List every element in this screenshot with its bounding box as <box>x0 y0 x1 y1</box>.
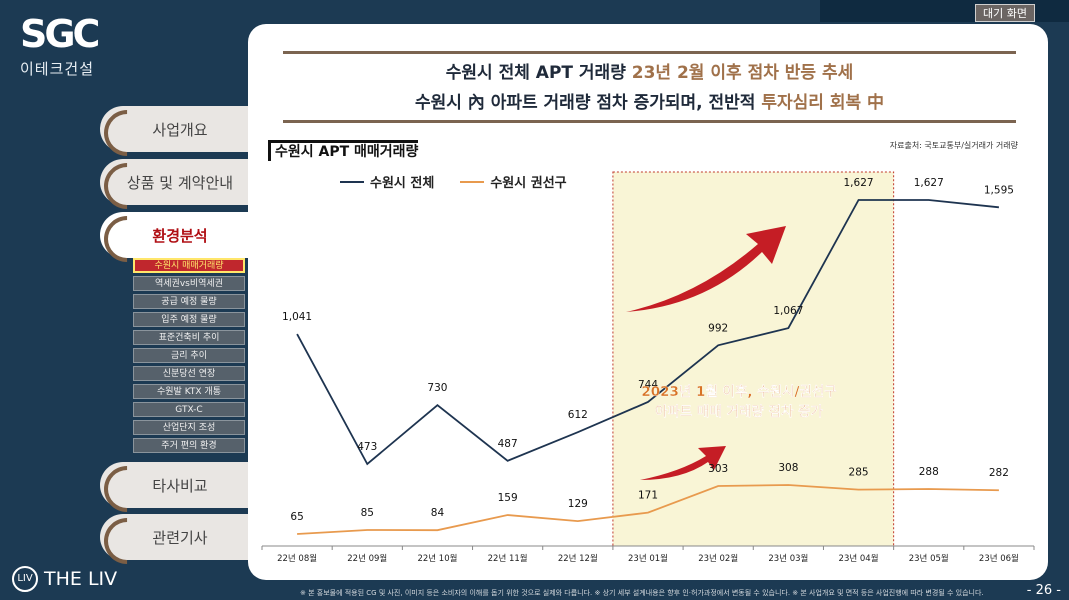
sub-item-station-area[interactable]: 역세권vs비역세권 <box>133 276 245 291</box>
x-tick-label: 22년 12월 <box>558 553 598 564</box>
data-label-gwonseon: 171 <box>638 490 658 502</box>
headline-box: 수원시 전체 APT 거래량 23년 2월 이후 점차 반등 추세 수원시 內 … <box>283 51 1016 123</box>
data-label-total: 1,627 <box>914 177 944 189</box>
legend-item-total: 수원시 전체 <box>340 172 434 191</box>
sub-item-interest-rate[interactable]: 금리 추이 <box>133 348 245 363</box>
sub-item-living-amenities[interactable]: 주거 편의 환경 <box>133 438 245 453</box>
annotation-line-1: 2023년 1월 이후, 수원시/권선구 <box>641 383 836 400</box>
sub-item-ktx[interactable]: 수원발 KTX 개통 <box>133 384 245 399</box>
data-label-gwonseon: 129 <box>568 498 588 510</box>
headline-highlight: 투자심리 회복 中 <box>761 93 885 113</box>
x-tick-label: 23년 06월 <box>979 553 1019 564</box>
x-tick-label: 22년 09월 <box>347 553 387 564</box>
nav-item-related-articles[interactable]: 관련기사 <box>100 514 260 560</box>
nav-item-label: 상품 및 계약안내 <box>126 173 234 192</box>
sub-item-suwon-sales-volume[interactable]: 수원시 매매거래량 <box>133 258 245 273</box>
legend-swatch-total <box>340 180 364 183</box>
sub-item-industrial-complex[interactable]: 산업단지 조성 <box>133 420 245 435</box>
data-label-gwonseon: 288 <box>919 466 939 478</box>
data-label-total: 1,595 <box>984 184 1014 196</box>
x-tick-label: 23년 02월 <box>698 553 738 564</box>
data-label-gwonseon: 84 <box>431 507 445 519</box>
legend-label: 수원시 권선구 <box>490 176 567 191</box>
data-label-gwonseon: 85 <box>361 507 374 519</box>
nav-item-label: 환경분석 <box>152 226 208 245</box>
x-tick-label: 22년 11월 <box>488 553 528 564</box>
data-label-gwonseon: 285 <box>849 467 869 479</box>
data-label-total: 1,041 <box>282 311 312 323</box>
nav-item-label: 관련기사 <box>152 528 208 547</box>
data-label-total: 1,067 <box>773 305 803 317</box>
footer-disclaimer: ※ 본 홍보물에 적용된 CG 및 사진, 이미지 등은 소비자의 이해를 돕기… <box>300 589 984 597</box>
trend-arrow-small-icon <box>640 446 726 480</box>
series-line-gwonseon <box>297 484 999 535</box>
sub-item-move-in-schedule[interactable]: 입주 예정 물량 <box>133 312 245 327</box>
series-line-total <box>296 199 1000 466</box>
headline-line-1: 수원시 전체 APT 거래량 23년 2월 이후 점차 반등 추세 <box>283 58 1016 88</box>
company-logo: SGC 이테크건설 <box>20 12 100 79</box>
data-label-total: 487 <box>498 438 518 450</box>
sub-item-gtx-c[interactable]: GTX-C <box>133 402 245 417</box>
data-label-total: 730 <box>427 382 447 394</box>
x-tick-label: 23년 04월 <box>839 553 879 564</box>
logo-subtitle: 이테크건설 <box>20 60 95 78</box>
nav-item-label: 사업개요 <box>152 120 208 139</box>
legend-label: 수원시 전체 <box>370 176 435 191</box>
data-label-gwonseon: 282 <box>989 467 1009 479</box>
x-tick-label: 23년 03월 <box>768 553 808 564</box>
data-label-gwonseon: 65 <box>290 511 303 523</box>
sub-item-construction-cost[interactable]: 표준건축비 추이 <box>133 330 245 345</box>
nav-item-environment-analysis[interactable]: 환경분석 <box>100 212 260 258</box>
content-panel: 수원시 전체 APT 거래량 23년 2월 이후 점차 반등 추세 수원시 內 … <box>248 24 1048 580</box>
headline-text: 수원시 內 아파트 거래량 점차 증가되며, 전반적 <box>414 93 762 113</box>
nav-item-product-contract[interactable]: 상품 및 계약안내 <box>100 159 260 205</box>
nav-item-overview[interactable]: 사업개요 <box>100 106 260 152</box>
data-label-total: 612 <box>568 409 588 421</box>
brand-name: THE LIV <box>44 568 118 590</box>
sub-item-sinbundang-extension[interactable]: 신분당선 연장 <box>133 366 245 381</box>
trend-arrow-icon <box>626 226 786 312</box>
legend-item-gwonseon: 수원시 권선구 <box>460 172 567 191</box>
legend-swatch-gwonseon <box>460 180 485 183</box>
data-source: 자료출처: 국토교통부/실거래가 거래량 <box>889 141 1018 150</box>
data-label-total: 1,627 <box>844 177 874 189</box>
data-label-total: 992 <box>708 322 728 334</box>
data-label-total: 744 <box>638 379 658 391</box>
headline-text: 수원시 전체 APT 거래량 <box>445 63 632 83</box>
sub-menu: 수원시 매매거래량 역세권vs비역세권 공급 예정 물량 입주 예정 물량 표준… <box>133 258 245 456</box>
data-label-gwonseon: 159 <box>498 492 518 504</box>
headline-line-2: 수원시 內 아파트 거래량 점차 증가되며, 전반적 투자심리 회복 中 <box>283 88 1016 118</box>
x-tick-label: 22년 08월 <box>277 553 317 564</box>
nav-item-label: 타사비교 <box>152 476 208 495</box>
chart-legend: 수원시 전체 수원시 권선구 <box>340 172 567 191</box>
data-label-total: 473 <box>357 441 377 453</box>
x-tick-label: 23년 01월 <box>628 553 668 564</box>
x-tick-label: 22년 10월 <box>417 553 457 564</box>
x-tick-label: 23년 05월 <box>909 553 949 564</box>
page-number: - 26 - <box>1026 583 1061 598</box>
sales-volume-chart: 22년 08월 22년 09월 22년 10월 22년 11월 22년 12월 23년 0… <box>261 171 1035 564</box>
nav-item-competitor-comparison[interactable]: 타사비교 <box>100 462 260 508</box>
headline-highlight: 23년 2월 이후 점차 반등 추세 <box>631 63 854 83</box>
data-label-gwonseon: 308 <box>778 462 798 474</box>
logo-mark: SGC <box>20 12 100 56</box>
sub-item-supply-schedule[interactable]: 공급 예정 물량 <box>133 294 245 309</box>
standby-screen-button[interactable]: 대기 화면 <box>975 4 1035 22</box>
chart-title: 수원시 APT 매매거래량 <box>268 140 419 161</box>
data-label-gwonseon: 303 <box>708 463 728 475</box>
brand-logo: LIV THE LIV <box>12 566 117 592</box>
brand-mark: LIV <box>12 566 38 592</box>
annotation-line-2: 아파트 매매 거래량 점차 증가 <box>655 403 823 420</box>
